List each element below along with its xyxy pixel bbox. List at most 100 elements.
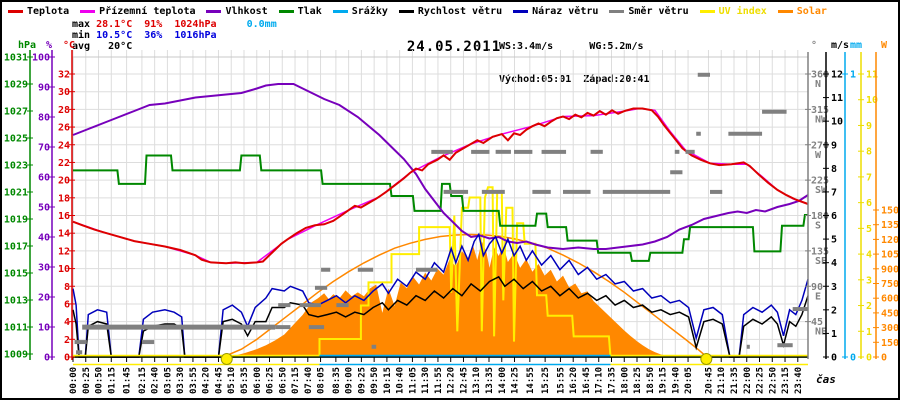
stats-value: 1024hPa [162,19,217,30]
x-axis-time-label: 07:15 [291,367,301,394]
x-axis-time-label: 15:25 [541,367,551,394]
axis-hpa-header: hPa [18,40,36,51]
axis-w-tick-label: 1200 [881,235,900,246]
axis-deg-direction-label: NW [815,114,828,125]
sunset-marker-icon [700,353,713,365]
axis-c-tick-label: 0 [64,353,70,364]
legend-label: Tlak [297,5,322,17]
legend-swatch-icon [777,9,793,13]
x-axis-time-label: 23:15 [781,367,791,394]
x-axis-time-label: 00:25 [82,367,92,394]
axis-deg-direction-label: N [815,79,821,90]
x-axis-time-label: 13:10 [472,367,482,394]
axis-uvx-tick-label: 2 [866,301,872,312]
axis-ms-tick-label: 7 [831,187,837,198]
axis-uvx-tick-label: 7 [866,172,872,183]
x-axis-time-label: 03:30 [176,367,186,394]
x-axis-time-label: 08:05 [317,367,327,394]
axis-c-tick-label: 18 [58,193,70,204]
legend-item: Přízemní teplota [80,6,195,17]
axis-mm-header: mm [850,40,862,51]
stats-value: max [72,19,97,30]
x-axis-time-label: 18:50 [646,367,656,394]
axis-pct-tick-label: 0 [44,353,50,364]
legend-item: Tlak [278,5,322,17]
axis-hpa-tick-label: 1011 [4,323,28,334]
legend-swatch-icon [609,9,625,13]
axis-uvx-tick-label: 9 [866,121,872,132]
axis-uvx-tick-label: 4 [866,250,872,261]
axis-c-tick-label: 32 [58,70,70,81]
axis-w-tick-label: 450 [881,308,899,319]
axis-pct-tick-label: 20 [38,293,50,304]
x-axis-time-label: 18:00 [620,367,630,394]
legend-label: Přízemní teplota [99,5,196,17]
axis-c-tick-label: 10 [58,264,70,275]
axis-pct-tick-label: 10 [38,323,50,334]
axis-ms-tick-label: 10 [831,117,843,128]
axis-deg-tick-label: 270 [811,140,829,151]
axis-pct-tick-label: 100 [32,53,50,64]
x-axis-time-label: 14:00 [498,367,508,394]
legend-item: Rychlost větru [398,6,502,17]
legend-label: Náraz větru [532,5,599,17]
axis-deg-direction-label: SE [815,256,827,267]
x-axis-time-label: 20:05 [684,367,694,394]
axis-c-tick-label: 14 [58,229,70,240]
axis-uvx-tick-label: 11 [866,69,878,80]
axis-ms-tick-label: 3 [831,282,837,293]
axis-pct-tick-label: 90 [38,83,50,94]
stats-row: min 10.5°C 36% 1016hPa [72,30,277,41]
x-axis-time-label: 08:35 [332,367,342,394]
x-axis-time-label: 23:40 [794,367,804,394]
axis-deg-direction-label: E [815,291,821,302]
axis-c-tick-label: 6 [64,299,70,310]
axis-hpa-tick-label: 1015 [4,269,28,280]
x-axis-time-label: 11:05 [408,367,418,394]
axis-pct-tick-label: 30 [38,263,50,274]
x-axis-time-label: 02:15 [138,367,148,394]
sunrise-sunset-row: Východ:05:01 Západ:20:41 [499,74,650,85]
legend-swatch-icon [206,9,222,13]
legend-label: UV index [718,5,767,17]
stats-value: avg [72,41,97,52]
axis-hpa-tick-label: 1027 [4,107,28,118]
x-axis-time-label: 05:10 [227,367,237,394]
x-axis-time-label: 11:55 [434,367,444,394]
axis-c-tick-label: 12 [58,246,70,257]
stats-row: avg 20°C [72,41,277,52]
x-axis-time-label: 09:25 [357,367,367,394]
axis-uvx-tick-label: 3 [866,275,872,286]
axis-deg-direction-label: NE [815,327,827,338]
x-axis-time-label: 06:25 [266,367,276,394]
axis-c-tick-label: 22 [58,158,70,169]
axis-c-tick-label: 30 [58,87,70,98]
axis-c-tick-label: 2 [64,335,70,346]
legend-label: Solar [796,5,827,17]
series-temperature-line [72,107,809,265]
axis-w-tick-label: 0 [881,353,887,364]
stats-max-min-avg: max 28.1°C 91% 1024hPa 0.0mm min 10.5°C 3… [72,19,277,52]
axis-deg-direction-label: SW [815,185,828,196]
x-axis-time-label: 02:40 [151,367,161,394]
axis-deg-tick-label: 90 [811,282,823,293]
legend-swatch-icon [278,9,294,13]
axis-w-tick-label: 1350 [881,220,900,231]
legend-swatch-icon [699,9,715,13]
x-axis-time-label: 00:00 [69,367,79,394]
axis-mm-tick-label: 0 [850,353,856,364]
axis-pct-tick-label: 70 [38,143,50,154]
axis-uvx-tick-label: 8 [866,147,872,158]
legend-swatch-icon [332,9,348,13]
x-axis-time-label: 13:35 [485,367,495,394]
axis-uvx-tick-label: 1 [866,327,872,338]
axis-w-tick-label: 900 [881,264,899,275]
x-axis-time-label: 01:15 [107,367,117,394]
x-axis-time-label: 14:55 [526,367,536,394]
axis-c-tick-label: 8 [64,282,70,293]
x-axis-time-label: 03:05 [163,367,173,394]
x-axis-time-label: 21:35 [730,367,740,394]
sunrise-marker-icon [220,353,233,365]
